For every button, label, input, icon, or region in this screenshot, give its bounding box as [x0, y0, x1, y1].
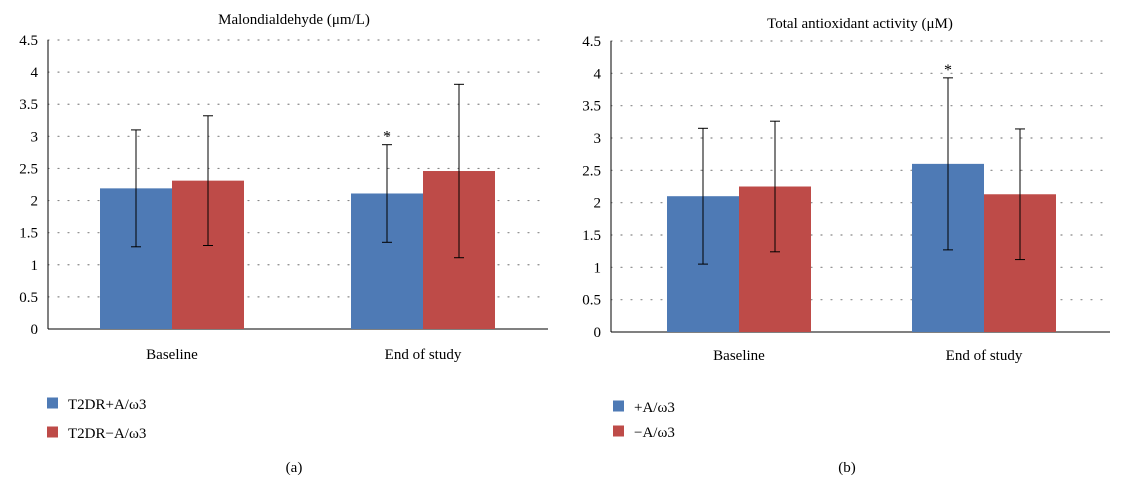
- chart-title: Total antioxidant activity (μM): [767, 16, 953, 32]
- chart-panel-a: Malondialdehyde (μm/L) 0 0.5 1 1.5 2 2.5 3 3.5 4 4…: [19, 12, 549, 476]
- y-tick-label: 1: [31, 258, 39, 274]
- panel-label: (b): [838, 460, 856, 476]
- x-tick-label: Baseline: [713, 348, 765, 364]
- y-tick-label: 0.5: [19, 290, 38, 306]
- y-tick-label: 2: [594, 196, 602, 212]
- y-tick-label: 2.5: [19, 161, 38, 177]
- y-tick-label: 1.5: [19, 226, 38, 242]
- legend-swatch: [47, 397, 58, 409]
- significance-marker: *: [944, 62, 952, 79]
- y-tick-label: 0: [594, 325, 602, 341]
- y-tick-label: 4.5: [19, 33, 38, 49]
- x-tick-label: End of study: [385, 347, 462, 363]
- legend-label: T2DR+A/ω3: [68, 397, 146, 413]
- legend-label: −A/ω3: [634, 425, 675, 441]
- x-tick-label: Baseline: [146, 347, 198, 363]
- y-tick-label: 3: [594, 131, 602, 147]
- chart-title: Malondialdehyde (μm/L): [218, 12, 370, 28]
- y-tick-label: 1: [594, 260, 602, 276]
- y-tick-label: 4: [31, 65, 39, 81]
- y-tick-label: 3: [31, 129, 39, 145]
- y-tick-label: 4.5: [582, 34, 601, 50]
- y-tick-label: 2.5: [582, 163, 601, 179]
- chart-panel-b: Total antioxidant activity (μM) 0 0.5 1 1.5 2…: [582, 16, 1111, 476]
- y-tick-label: 1.5: [582, 228, 601, 244]
- panel-label: (a): [286, 460, 303, 476]
- x-tick-label: End of study: [946, 348, 1023, 364]
- significance-marker: *: [383, 129, 391, 146]
- legend-label: +A/ω3: [634, 400, 675, 416]
- y-tick-label: 0.5: [582, 293, 601, 309]
- y-tick-label: 4: [594, 66, 602, 82]
- legend-label: T2DR−A/ω3: [68, 426, 146, 442]
- y-tick-label: 0: [31, 322, 39, 338]
- legend-swatch: [613, 425, 624, 437]
- legend-swatch: [613, 400, 624, 412]
- y-tick-label: 2: [31, 194, 39, 210]
- y-tick-label: 3.5: [19, 97, 38, 113]
- legend-swatch: [47, 426, 58, 438]
- y-tick-label: 3.5: [582, 99, 601, 115]
